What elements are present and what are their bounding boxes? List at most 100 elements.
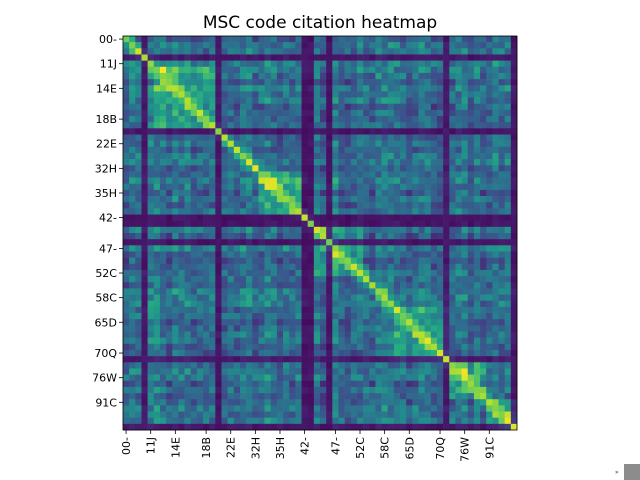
heatmap-cell	[166, 109, 173, 117]
heatmap-cell	[320, 288, 327, 295]
heatmap-cell	[289, 171, 296, 178]
heatmap-cell	[356, 356, 364, 363]
heatmap-cell	[338, 134, 345, 141]
heatmap-cell	[412, 183, 419, 191]
heatmap-cell	[369, 362, 376, 369]
heatmap-cell	[283, 48, 290, 55]
heatmap-cell	[473, 183, 481, 191]
heatmap-cell	[270, 214, 278, 221]
heatmap-cell	[338, 103, 345, 111]
heatmap-cell	[406, 196, 413, 203]
heatmap-cell	[350, 159, 358, 166]
heatmap-cell	[196, 233, 204, 240]
heatmap-cell	[172, 411, 179, 418]
heatmap-cell	[307, 337, 315, 345]
heatmap-cell	[252, 146, 259, 154]
heatmap-cell	[338, 343, 345, 351]
heatmap-cell	[418, 122, 425, 129]
heatmap-cell	[123, 263, 130, 271]
heatmap-cell	[190, 331, 198, 338]
heatmap-cell	[258, 386, 265, 394]
heatmap-cell	[184, 226, 192, 234]
heatmap-cell	[178, 245, 185, 252]
heatmap-cell	[264, 399, 272, 406]
heatmap-cell	[369, 417, 376, 425]
heatmap-cell	[196, 79, 204, 86]
heatmap-cell	[449, 423, 456, 431]
heatmap-cell	[393, 171, 401, 178]
heatmap-cell	[215, 36, 222, 43]
x-tick-label: 18B	[200, 437, 213, 459]
heatmap-cell	[338, 393, 345, 400]
heatmap-cell	[363, 368, 370, 375]
heatmap-cell	[178, 405, 185, 412]
heatmap-cell	[492, 159, 499, 166]
heatmap-cell	[486, 374, 493, 382]
heatmap-cell	[239, 393, 247, 400]
heatmap-cell	[203, 146, 210, 154]
heatmap-cell	[313, 189, 321, 197]
heatmap-cell	[418, 417, 425, 425]
heatmap-cell	[264, 263, 272, 271]
heatmap-cell	[467, 411, 475, 418]
heatmap-cell	[313, 177, 321, 185]
heatmap-cell	[504, 269, 512, 277]
heatmap-cell	[135, 189, 142, 197]
heatmap-cell	[369, 146, 376, 154]
heatmap-cell	[215, 79, 222, 86]
heatmap-cell	[449, 331, 456, 338]
heatmap-cell	[196, 313, 204, 320]
heatmap-cell	[326, 122, 333, 129]
resize-grip[interactable]	[624, 464, 640, 480]
heatmap-cell	[295, 171, 302, 178]
heatmap-cell	[387, 405, 395, 412]
heatmap-cell	[233, 208, 241, 215]
heatmap-cell	[153, 202, 161, 209]
heatmap-cell	[129, 128, 136, 135]
heatmap-cell	[430, 380, 438, 388]
heatmap-cell	[289, 282, 296, 289]
heatmap-cell	[209, 226, 216, 234]
heatmap-cell	[252, 374, 259, 382]
heatmap-cell	[412, 54, 419, 61]
heatmap-cell	[449, 220, 456, 228]
heatmap-cell	[301, 196, 308, 203]
heatmap-cell	[332, 189, 339, 197]
heatmap-cell	[209, 42, 216, 49]
heatmap-cell	[473, 251, 481, 258]
heatmap-cell	[350, 196, 358, 203]
heatmap-cell	[436, 196, 444, 203]
heatmap-cell	[510, 122, 518, 129]
heatmap-cell	[135, 214, 142, 221]
heatmap-cell	[135, 177, 142, 185]
heatmap-cell	[307, 91, 315, 98]
heatmap-cell	[252, 122, 259, 129]
heatmap-cell	[147, 226, 155, 234]
heatmap-cell	[375, 233, 382, 240]
heatmap-cell	[381, 202, 389, 209]
heatmap-cell	[430, 134, 438, 141]
heatmap-cell	[178, 48, 185, 55]
heatmap-cell	[418, 251, 425, 258]
heatmap-cell	[129, 140, 136, 148]
heatmap-cell	[153, 85, 161, 92]
heatmap-cell	[123, 128, 130, 135]
heatmap-cell	[356, 331, 364, 338]
heatmap-cell	[363, 319, 370, 326]
heatmap-cell	[221, 263, 228, 271]
heatmap-cell	[258, 91, 265, 98]
heatmap-cell	[221, 85, 228, 92]
heatmap-cell	[203, 362, 210, 369]
heatmap-cell	[461, 411, 469, 418]
heatmap-cell	[153, 362, 161, 369]
heatmap-cell	[326, 386, 333, 394]
heatmap-cell	[338, 109, 345, 117]
heatmap-cell	[258, 337, 265, 345]
heatmap-cell	[381, 343, 389, 351]
heatmap-cell	[455, 269, 462, 277]
heatmap-cell	[356, 405, 364, 412]
heatmap-cell	[381, 66, 389, 74]
heatmap-cell	[276, 128, 284, 135]
x-tick-label: 35H	[274, 437, 287, 459]
heatmap-cell	[270, 411, 278, 418]
